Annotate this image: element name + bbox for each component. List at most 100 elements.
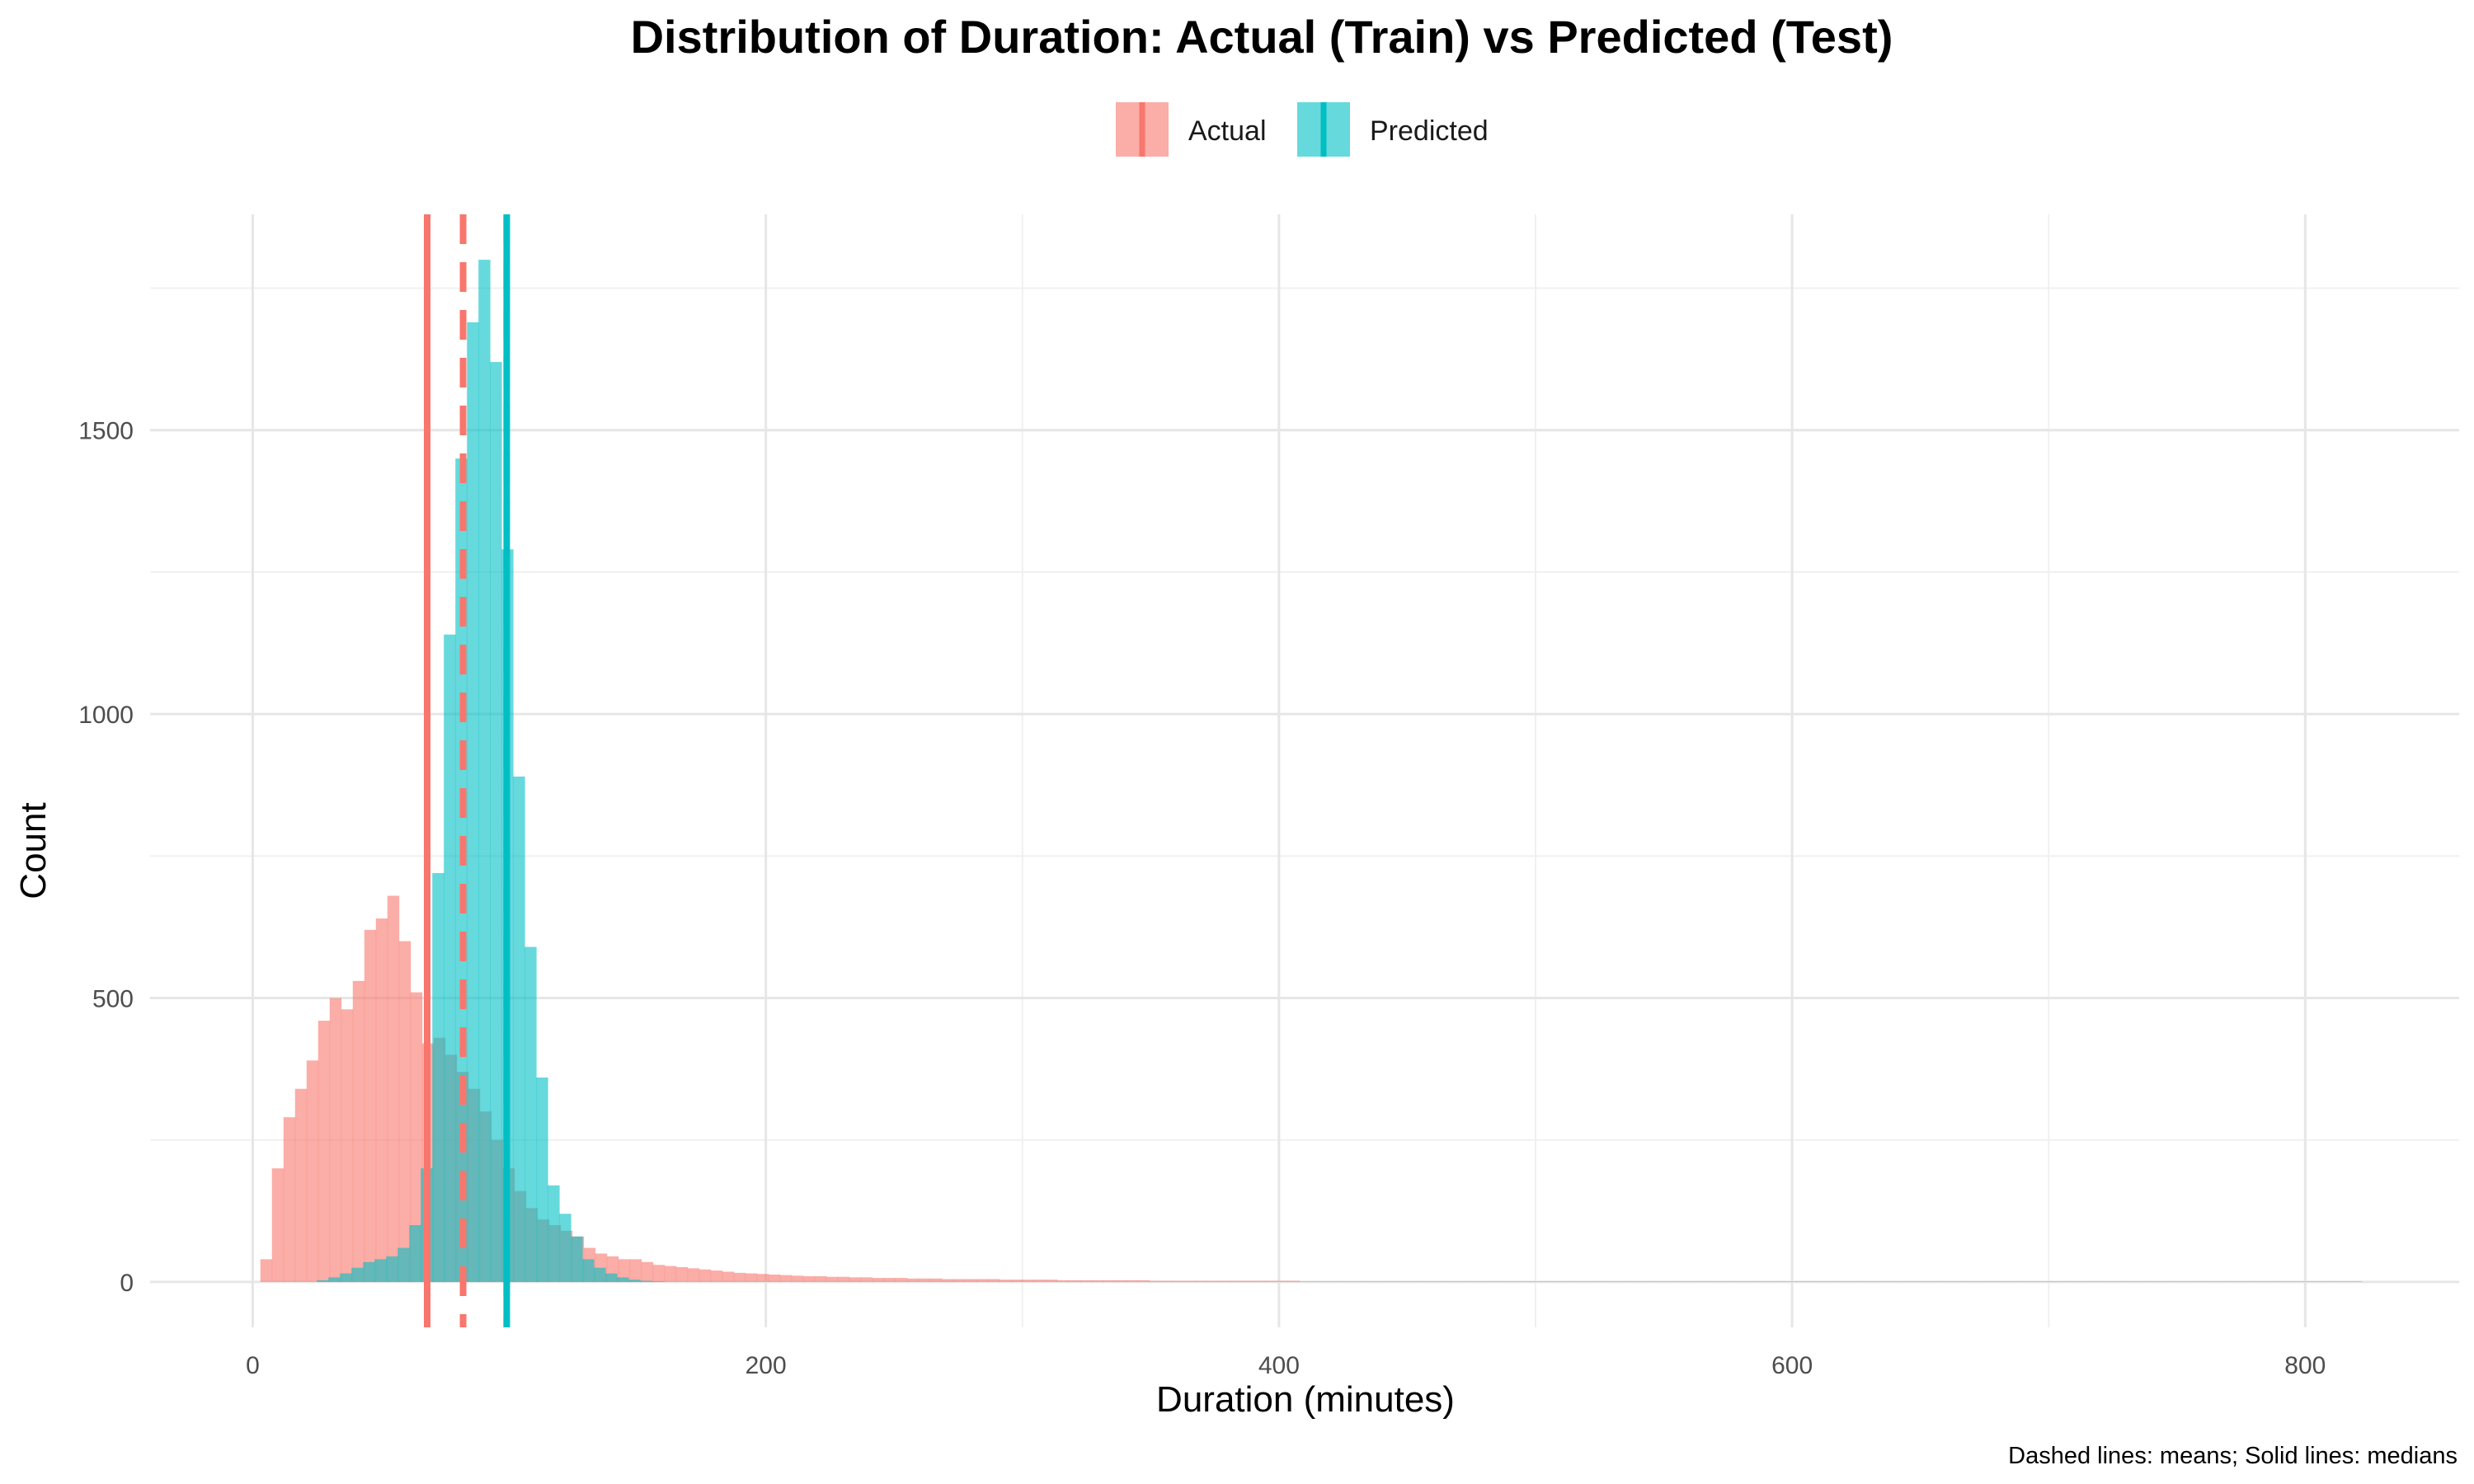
bar-actual <box>1761 1281 1774 1282</box>
bar-predicted <box>571 1236 583 1282</box>
bar-predicted <box>409 1225 421 1282</box>
bar-predicted <box>363 1261 375 1282</box>
bar-actual <box>1103 1280 1116 1282</box>
bar-actual <box>2072 1281 2086 1282</box>
bar-actual <box>1553 1281 1566 1282</box>
x-tick-label: 400 <box>1258 1352 1300 1379</box>
y-tick-label: 500 <box>92 986 134 1013</box>
bar-actual <box>1668 1281 1681 1282</box>
bar-actual <box>1460 1281 1474 1282</box>
bar-actual <box>2119 1281 2132 1282</box>
bar-predicted <box>582 1259 595 1282</box>
bar-predicted <box>328 1277 341 1282</box>
bar-actual <box>329 998 342 1282</box>
bar-actual <box>1911 1281 1924 1282</box>
bar-actual <box>1368 1281 1381 1282</box>
bar-predicted <box>640 1280 652 1282</box>
bar-actual <box>1865 1281 1878 1282</box>
bar-actual <box>1530 1281 1543 1282</box>
bar-actual <box>1599 1281 1612 1282</box>
bar-actual <box>872 1278 885 1282</box>
bar-actual <box>306 1060 319 1282</box>
bar-actual <box>675 1266 689 1282</box>
bar-predicted <box>397 1247 410 1282</box>
y-tick-label: 1000 <box>78 702 134 729</box>
bar-actual <box>1645 1281 1658 1282</box>
x-axis-title: Duration (minutes) <box>1156 1379 1455 1420</box>
bar-actual <box>1022 1280 1035 1282</box>
bar-actual <box>2292 1281 2305 1282</box>
bar-actual <box>1345 1281 1358 1282</box>
bar-actual <box>1726 1281 1739 1282</box>
x-tick-label: 0 <box>246 1352 260 1379</box>
bar-actual <box>2107 1281 2120 1282</box>
x-tick-label: 600 <box>1771 1352 1813 1379</box>
bar-predicted <box>455 458 468 1282</box>
bar-actual <box>1137 1280 1150 1282</box>
bar-actual <box>941 1279 954 1282</box>
bar-actual <box>317 1021 331 1282</box>
bar-actual <box>2315 1281 2328 1282</box>
bar-actual <box>2176 1281 2189 1282</box>
bar-actual <box>2338 1281 2351 1282</box>
bar-actual <box>2257 1281 2270 1282</box>
bar-actual <box>1045 1280 1058 1282</box>
bar-actual <box>1564 1281 1578 1282</box>
bar-actual <box>1657 1281 1670 1282</box>
bar-actual <box>1507 1281 1520 1282</box>
chart-title: Distribution of Duration: Actual (Train)… <box>631 11 1893 63</box>
bar-actual <box>2199 1281 2213 1282</box>
bar-actual <box>999 1280 1012 1282</box>
bar-actual <box>364 929 377 1282</box>
bar-predicted <box>467 322 479 1282</box>
bar-actual <box>1680 1281 1693 1282</box>
bar-actual <box>1091 1280 1104 1282</box>
bar-actual <box>768 1274 781 1282</box>
bar-actual <box>802 1276 816 1282</box>
bar-actual <box>283 1117 296 1282</box>
bar-actual <box>1437 1281 1451 1282</box>
bar-actual <box>1114 1280 1127 1282</box>
y-tick-label: 0 <box>120 1270 134 1297</box>
bar-actual <box>710 1270 723 1282</box>
bar-actual <box>1472 1281 1485 1282</box>
bar-actual <box>722 1271 735 1282</box>
bar-actual <box>1357 1281 1370 1282</box>
bar-actual <box>1899 1281 1912 1282</box>
bar-actual <box>779 1275 793 1282</box>
bar-actual <box>906 1278 920 1282</box>
bar-actual <box>1264 1280 1277 1282</box>
bar-actual <box>629 1259 642 1282</box>
bar-actual <box>1818 1281 1832 1282</box>
bar-predicted <box>617 1277 629 1282</box>
bar-actual <box>825 1276 839 1282</box>
bar-predicted <box>651 1281 664 1282</box>
bar-actual <box>1714 1281 1728 1282</box>
bar-actual <box>2303 1281 2316 1282</box>
bar-actual <box>1195 1280 1208 1282</box>
bar-actual <box>1310 1281 1324 1282</box>
bar-actual <box>2211 1281 2224 1282</box>
bar-actual <box>410 992 423 1282</box>
bar-predicted <box>536 1077 548 1282</box>
bar-actual <box>2246 1281 2259 1282</box>
bar-actual <box>1980 1281 1993 1282</box>
bar-actual <box>2349 1281 2363 1282</box>
bar-actual <box>745 1273 758 1282</box>
bar-actual <box>2049 1281 2062 1282</box>
bar-actual <box>341 1009 354 1282</box>
bar-predicted <box>559 1214 571 1282</box>
bar-actual <box>375 918 388 1282</box>
bar-actual <box>1738 1281 1751 1282</box>
bar-actual <box>883 1278 896 1282</box>
bar-actual <box>260 1259 273 1282</box>
series-predicted <box>317 260 664 1282</box>
bar-predicted <box>628 1280 641 1282</box>
bar-actual <box>1380 1281 1393 1282</box>
bar-predicted <box>351 1267 364 1282</box>
bar-actual <box>1634 1281 1647 1282</box>
bar-actual <box>1403 1281 1416 1282</box>
bar-actual <box>1218 1280 1231 1282</box>
reference-lines <box>424 214 510 1327</box>
